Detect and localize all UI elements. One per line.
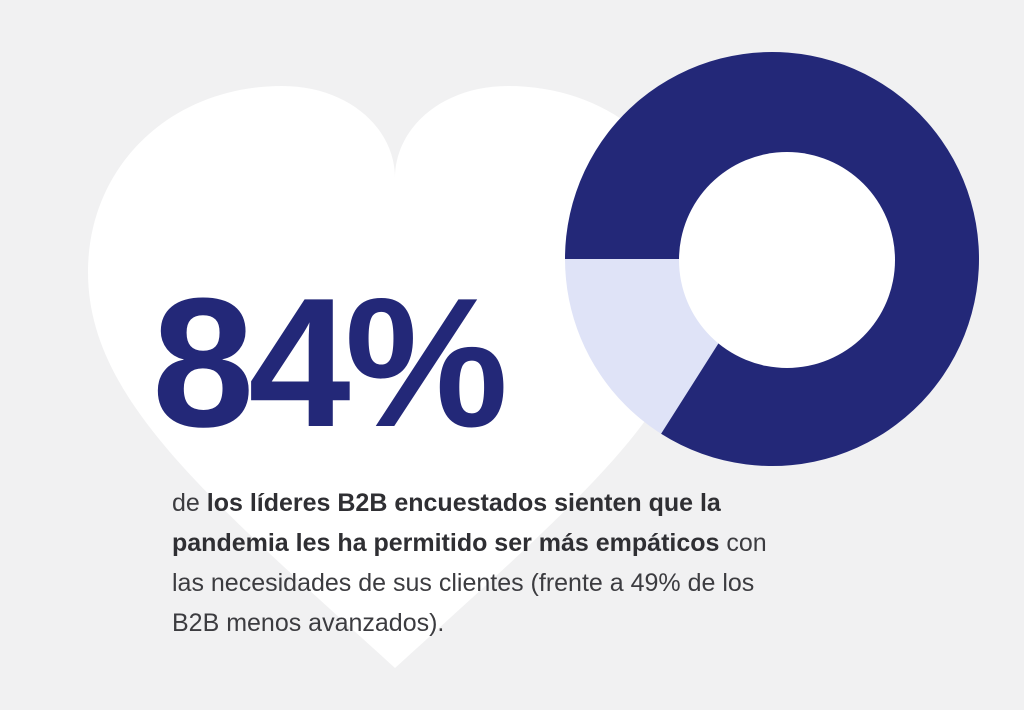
description-suffix: con las necesidades de sus clientes (fre… [172,529,767,637]
description-bold: los líderes B2B encuestados sienten que … [172,489,721,557]
stat-description: de los líderes B2B encuestados sienten q… [172,483,794,643]
description-prefix: de [172,489,207,517]
heart-shape [88,86,702,668]
donut-hole [679,152,895,368]
stat-value: 84% [152,259,508,465]
